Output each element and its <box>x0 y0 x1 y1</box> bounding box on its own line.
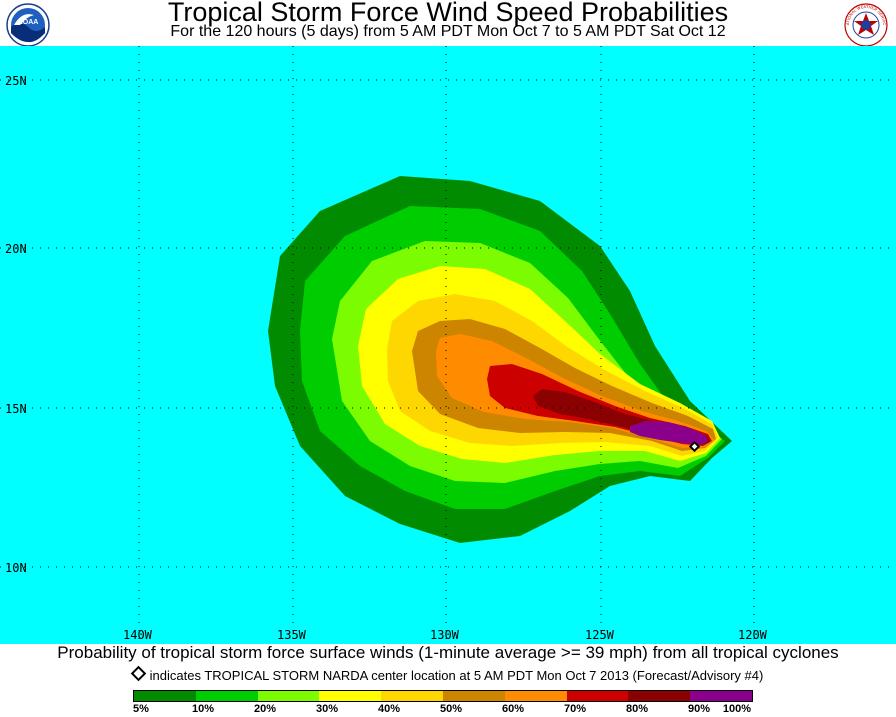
lon-label-140w: 140W <box>123 628 153 642</box>
probability-contours <box>268 176 732 543</box>
legend-label: 70% <box>563 703 587 715</box>
longitude-labels: 140W 135W 130W 125W 120W <box>123 628 768 642</box>
legend-label: 20% <box>253 703 277 715</box>
legend-swatch <box>381 691 443 701</box>
lon-label-125w: 125W <box>585 628 615 642</box>
lat-label-10n: 10N <box>5 561 27 575</box>
storm-center-note: indicates TROPICAL STORM NARDA center lo… <box>0 665 896 684</box>
legend-swatch <box>257 691 320 701</box>
lat-label-20n: 20N <box>5 242 27 256</box>
legend-swatch <box>690 691 752 701</box>
legend-label: 40% <box>377 703 401 715</box>
storm-center-marker <box>688 440 701 453</box>
legend-swatch <box>566 691 629 701</box>
legend-label: 5% <box>133 703 149 715</box>
latitude-gridlines <box>0 79 896 568</box>
legend-label: 60% <box>501 703 525 715</box>
legend-label: 80% <box>625 703 649 715</box>
legend-label: 30% <box>315 703 339 715</box>
storm-center-note-text: indicates TROPICAL STORM NARDA center lo… <box>149 668 764 683</box>
map-subtitle: For the 120 hours (5 days) from 5 AM PDT… <box>170 23 726 40</box>
map-caption: Probability of tropical storm force surf… <box>57 643 839 662</box>
lat-label-25n: 25N <box>5 74 27 88</box>
probability-legend <box>133 690 753 702</box>
probability-legend-labels: 5% 10% 20% 30% 40% 50% 60% 70% 80% 90% 100% <box>0 703 896 717</box>
diamond-icon <box>130 665 146 682</box>
legend-swatch <box>628 691 691 701</box>
lat-label-15n: 15N <box>5 402 27 416</box>
probability-map: 25N 20N 15N 10N 140W 135W 130W 125W 120W <box>0 46 896 644</box>
legend-label: 50% <box>439 703 463 715</box>
legend-label: 90% <box>687 703 711 715</box>
contour-90-percent <box>630 421 708 445</box>
legend-label: 100% <box>722 703 752 715</box>
national-weather-service-logo: NATIONAL WEATHER SERVICE <box>844 3 888 47</box>
legend-swatch <box>442 691 505 701</box>
noaa-logo: NOAA <box>6 3 50 47</box>
legend-swatch <box>319 691 382 701</box>
legend-swatch <box>195 691 258 701</box>
legend-swatch <box>504 691 567 701</box>
legend-label: 10% <box>191 703 215 715</box>
lon-label-120w: 120W <box>738 628 768 642</box>
latitude-labels: 25N 20N 15N 10N <box>5 74 27 575</box>
noaa-logo-text: NOAA <box>18 19 39 26</box>
map-title: Tropical Storm Force Wind Speed Probabil… <box>167 0 729 27</box>
lon-label-130w: 130W <box>430 628 460 642</box>
lon-label-135w: 135W <box>277 628 307 642</box>
legend-swatch <box>134 691 196 701</box>
